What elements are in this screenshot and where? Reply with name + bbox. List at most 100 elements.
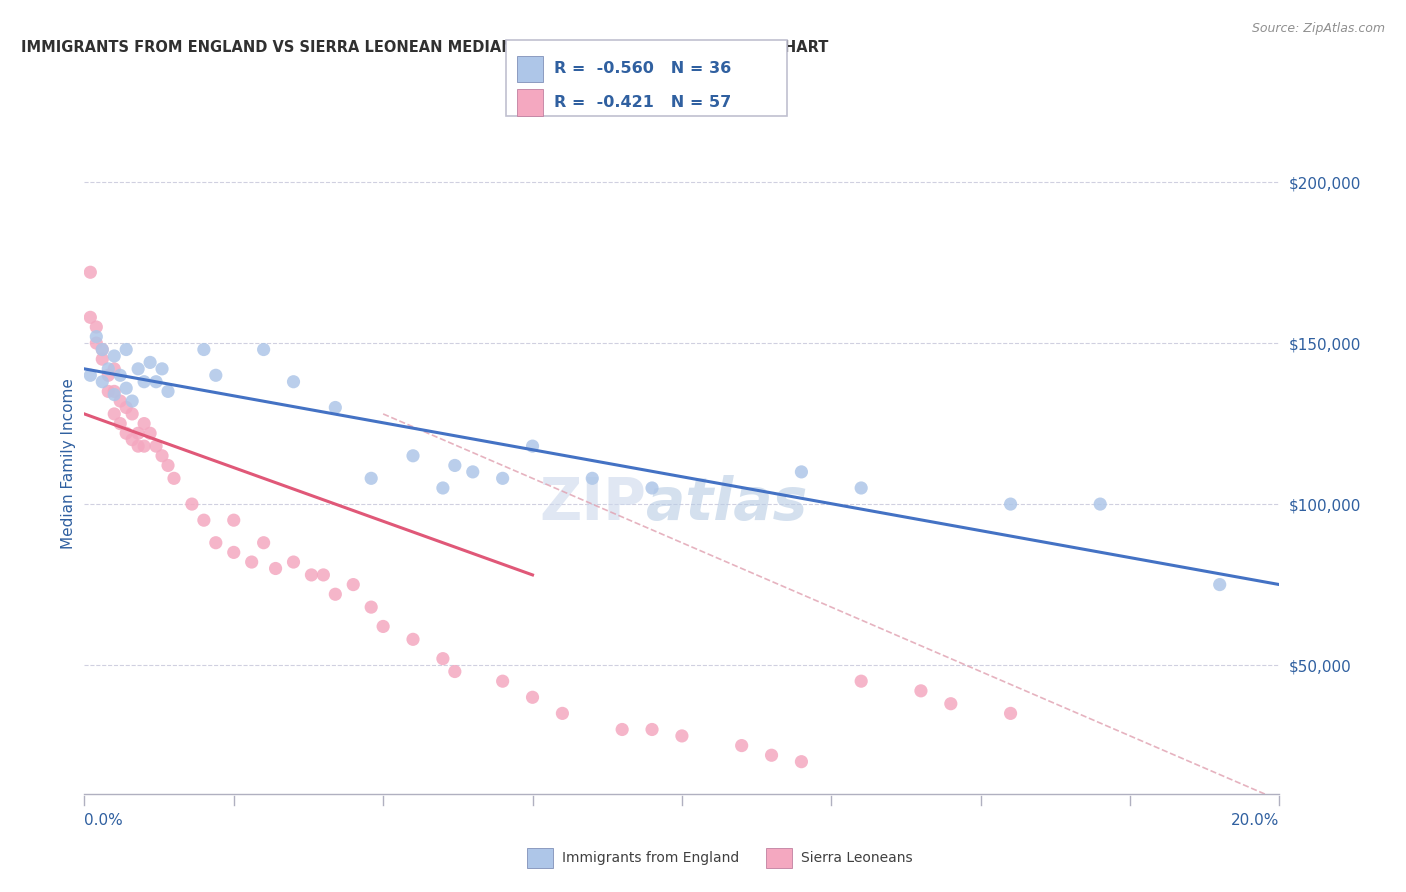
Point: [240, 555, 263, 569]
Point: [132, 417, 156, 431]
Text: Source: ZipAtlas.com: Source: ZipAtlas.com: [1251, 22, 1385, 36]
Point: [222, 513, 245, 527]
Point: [110, 368, 132, 383]
Point: [110, 417, 132, 431]
Point: [671, 729, 693, 743]
Point: [127, 439, 149, 453]
Point: [731, 739, 754, 753]
Point: [1090, 497, 1112, 511]
Point: [132, 375, 156, 389]
Point: [253, 343, 276, 357]
Point: [849, 674, 872, 689]
Point: [360, 600, 382, 615]
Point: [180, 497, 204, 511]
Point: [402, 449, 425, 463]
Text: Sierra Leoneans: Sierra Leoneans: [801, 851, 912, 865]
Point: [132, 439, 156, 453]
Point: [91, 375, 114, 389]
Point: [157, 384, 180, 399]
Text: 20.0%: 20.0%: [1232, 814, 1279, 828]
Point: [150, 362, 173, 376]
Point: [97, 362, 120, 376]
Point: [1000, 706, 1022, 721]
Point: [91, 352, 114, 367]
Point: [222, 545, 245, 559]
Point: [121, 433, 143, 447]
Point: [121, 407, 143, 421]
Point: [492, 674, 515, 689]
Text: ZIP: ZIP: [538, 475, 645, 532]
Point: [205, 368, 228, 383]
Point: [790, 465, 813, 479]
Point: [360, 471, 382, 485]
Point: [461, 465, 484, 479]
Text: atlas: atlas: [645, 475, 807, 532]
Point: [939, 697, 962, 711]
Point: [163, 471, 186, 485]
Point: [79, 265, 101, 279]
Point: [145, 439, 167, 453]
Point: [193, 343, 215, 357]
Point: [86, 320, 108, 334]
Point: [103, 362, 125, 376]
Point: [103, 387, 125, 401]
Point: [522, 690, 544, 705]
Point: [323, 401, 347, 415]
Point: [264, 561, 287, 575]
Point: [121, 394, 143, 409]
Point: [157, 458, 180, 473]
Point: [127, 426, 149, 441]
Point: [283, 375, 305, 389]
Point: [522, 439, 544, 453]
Point: [641, 481, 664, 495]
Point: [790, 755, 813, 769]
Point: [86, 329, 108, 343]
Point: [253, 535, 276, 549]
Point: [761, 748, 783, 763]
Text: Immigrants from England: Immigrants from England: [562, 851, 740, 865]
Text: R =  -0.560   N = 36: R = -0.560 N = 36: [554, 62, 731, 77]
Point: [79, 368, 101, 383]
Point: [115, 401, 138, 415]
Point: [312, 568, 335, 582]
Point: [79, 310, 101, 325]
Point: [551, 706, 574, 721]
Point: [145, 375, 167, 389]
Point: [139, 355, 162, 369]
Text: 0.0%: 0.0%: [84, 814, 124, 828]
Point: [492, 471, 515, 485]
Point: [205, 535, 228, 549]
Point: [103, 384, 125, 399]
Point: [283, 555, 305, 569]
Point: [641, 723, 664, 737]
Point: [97, 368, 120, 383]
Point: [432, 651, 454, 665]
Point: [1000, 497, 1022, 511]
Point: [115, 381, 138, 395]
Point: [581, 471, 603, 485]
Y-axis label: Median Family Income: Median Family Income: [60, 378, 76, 549]
Point: [910, 683, 932, 698]
Point: [139, 426, 162, 441]
Point: [110, 394, 132, 409]
Point: [91, 343, 114, 357]
Point: [342, 577, 364, 591]
Point: [86, 336, 108, 351]
Point: [1208, 577, 1232, 591]
Point: [371, 619, 394, 633]
Text: R =  -0.421   N = 57: R = -0.421 N = 57: [554, 95, 731, 110]
Point: [323, 587, 347, 601]
Point: [432, 481, 454, 495]
Point: [103, 349, 125, 363]
Point: [849, 481, 872, 495]
Point: [97, 384, 120, 399]
Point: [444, 458, 467, 473]
Point: [150, 449, 173, 463]
Point: [127, 362, 149, 376]
Point: [301, 568, 323, 582]
Point: [103, 407, 125, 421]
Point: [193, 513, 215, 527]
Point: [444, 665, 467, 679]
Point: [610, 723, 633, 737]
Text: IMMIGRANTS FROM ENGLAND VS SIERRA LEONEAN MEDIAN FAMILY INCOME CORRELATION CHART: IMMIGRANTS FROM ENGLAND VS SIERRA LEONEA…: [21, 40, 828, 55]
